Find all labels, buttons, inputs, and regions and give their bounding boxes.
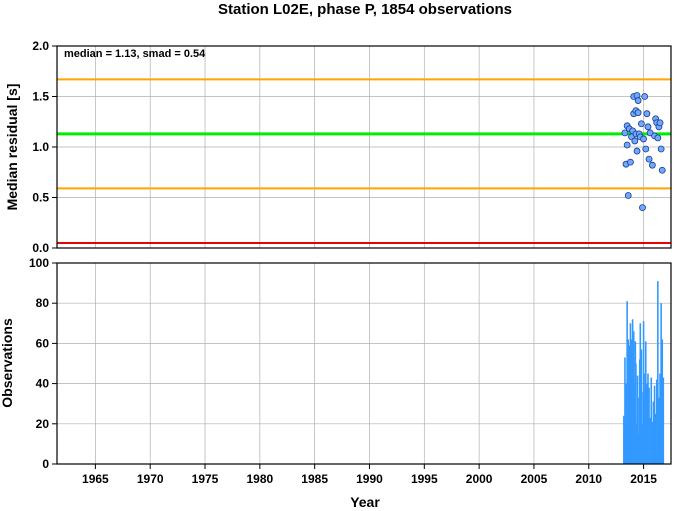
observations-y-tick-label: 20 [36, 417, 50, 431]
observations-bar [650, 377, 653, 464]
observations-bar [632, 331, 635, 464]
observations-x-ticks: 1965 1970 1975 1980 1985 1990 1995 2000 2005 2010… [82, 464, 657, 486]
residual-point [634, 97, 642, 104]
x-tick-label: 1965 [82, 472, 109, 486]
observations-bar [629, 323, 632, 464]
residual-y-tick-label: 0.0 [32, 241, 49, 255]
x-tick-label: 1985 [301, 472, 328, 486]
observations-bar [639, 323, 642, 464]
observations-bar [647, 373, 649, 464]
residual-panel: 0.0 0.5 1.0 1.5 2.0 median = 1.13, smad = 0.… [4, 39, 672, 255]
residual-point [631, 137, 639, 145]
observations-panel: 0 20 40 60 80 100 1965 1970 1975 1980 1985 1990 199… [0, 256, 672, 510]
observations-bar [627, 339, 630, 464]
observations-bar [657, 281, 659, 464]
observations-bar [624, 357, 626, 464]
observations-panel-frame [56, 262, 672, 465]
observations-y-tick-label: 0 [42, 457, 49, 471]
observations-bar [643, 393, 646, 464]
residual-point [656, 119, 664, 127]
x-tick-label: 2005 [521, 472, 548, 486]
observations-bar [649, 417, 651, 464]
residual-point [621, 129, 629, 137]
residual-y-tick-label: 2.0 [32, 39, 49, 53]
observations-bar [625, 383, 627, 464]
observations-y-tick-label: 60 [36, 336, 50, 350]
observations-bar [660, 303, 662, 464]
x-tick-label: 2015 [630, 472, 657, 486]
observations-bar [635, 363, 637, 464]
observations-bar [648, 387, 650, 464]
residual-point [645, 155, 653, 163]
residual-y-axis-label: Median residual [s] [4, 84, 20, 211]
residual-point [624, 192, 632, 199]
observations-bar [637, 397, 639, 464]
residual-point [627, 158, 634, 166]
observations-bar [641, 423, 644, 464]
residual-point [637, 120, 645, 128]
residual-point [642, 145, 650, 153]
observations-y-axis-label: Observations [0, 318, 15, 408]
observations-bar [652, 401, 655, 464]
residual-point [657, 145, 665, 153]
residual-reference-lines [57, 78, 671, 244]
x-tick-label: 1980 [246, 472, 273, 486]
observations-bar [658, 397, 660, 464]
observations-bar [623, 415, 625, 464]
residual-point [654, 134, 662, 142]
x-tick-label: 1975 [192, 472, 219, 486]
observations-bar [644, 341, 647, 464]
observations-bar [654, 413, 657, 464]
x-tick-label: 1990 [356, 472, 383, 486]
x-axis-label: Year [350, 494, 380, 510]
x-tick-label: 1970 [137, 472, 164, 486]
observations-y-tick-label: 100 [29, 256, 49, 270]
observations-bar [661, 339, 664, 464]
residual-annotation: median = 1.13, smad = 0.54 [64, 48, 206, 60]
residual-point [639, 204, 646, 212]
observations-bar [626, 301, 628, 464]
observations-y-tick-label: 40 [36, 377, 50, 391]
residual-point [658, 166, 666, 174]
observations-bar [651, 421, 654, 464]
residual-point [634, 109, 642, 117]
residual-points [621, 92, 666, 212]
residual-y-tick-label: 0.5 [32, 191, 49, 205]
observations-panel-background [57, 263, 671, 464]
observations-bar [655, 379, 658, 464]
residual-y-tick-label: 1.0 [32, 140, 49, 154]
observations-y-tick-label: 80 [36, 296, 50, 310]
observations-y-ticks: 0 20 40 60 80 100 [29, 256, 57, 471]
residual-point [643, 110, 651, 118]
residual-point [633, 147, 641, 155]
residual-point [648, 161, 656, 169]
observations-bars [623, 281, 665, 464]
residual-y-ticks: 0.0 0.5 1.0 1.5 2.0 [32, 39, 57, 255]
x-tick-label: 2010 [575, 472, 602, 486]
observations-bar [662, 377, 665, 464]
residual-point [623, 141, 631, 149]
residual-point [644, 123, 652, 131]
observations-bar [653, 385, 656, 464]
residual-y-tick-label: 1.5 [32, 90, 49, 104]
chart-title: Station L02E, phase P, 1854 observations [218, 1, 512, 18]
residual-point [640, 135, 647, 143]
x-tick-label: 1995 [411, 472, 438, 486]
x-tick-label: 2000 [466, 472, 493, 486]
residual-point [641, 93, 649, 100]
